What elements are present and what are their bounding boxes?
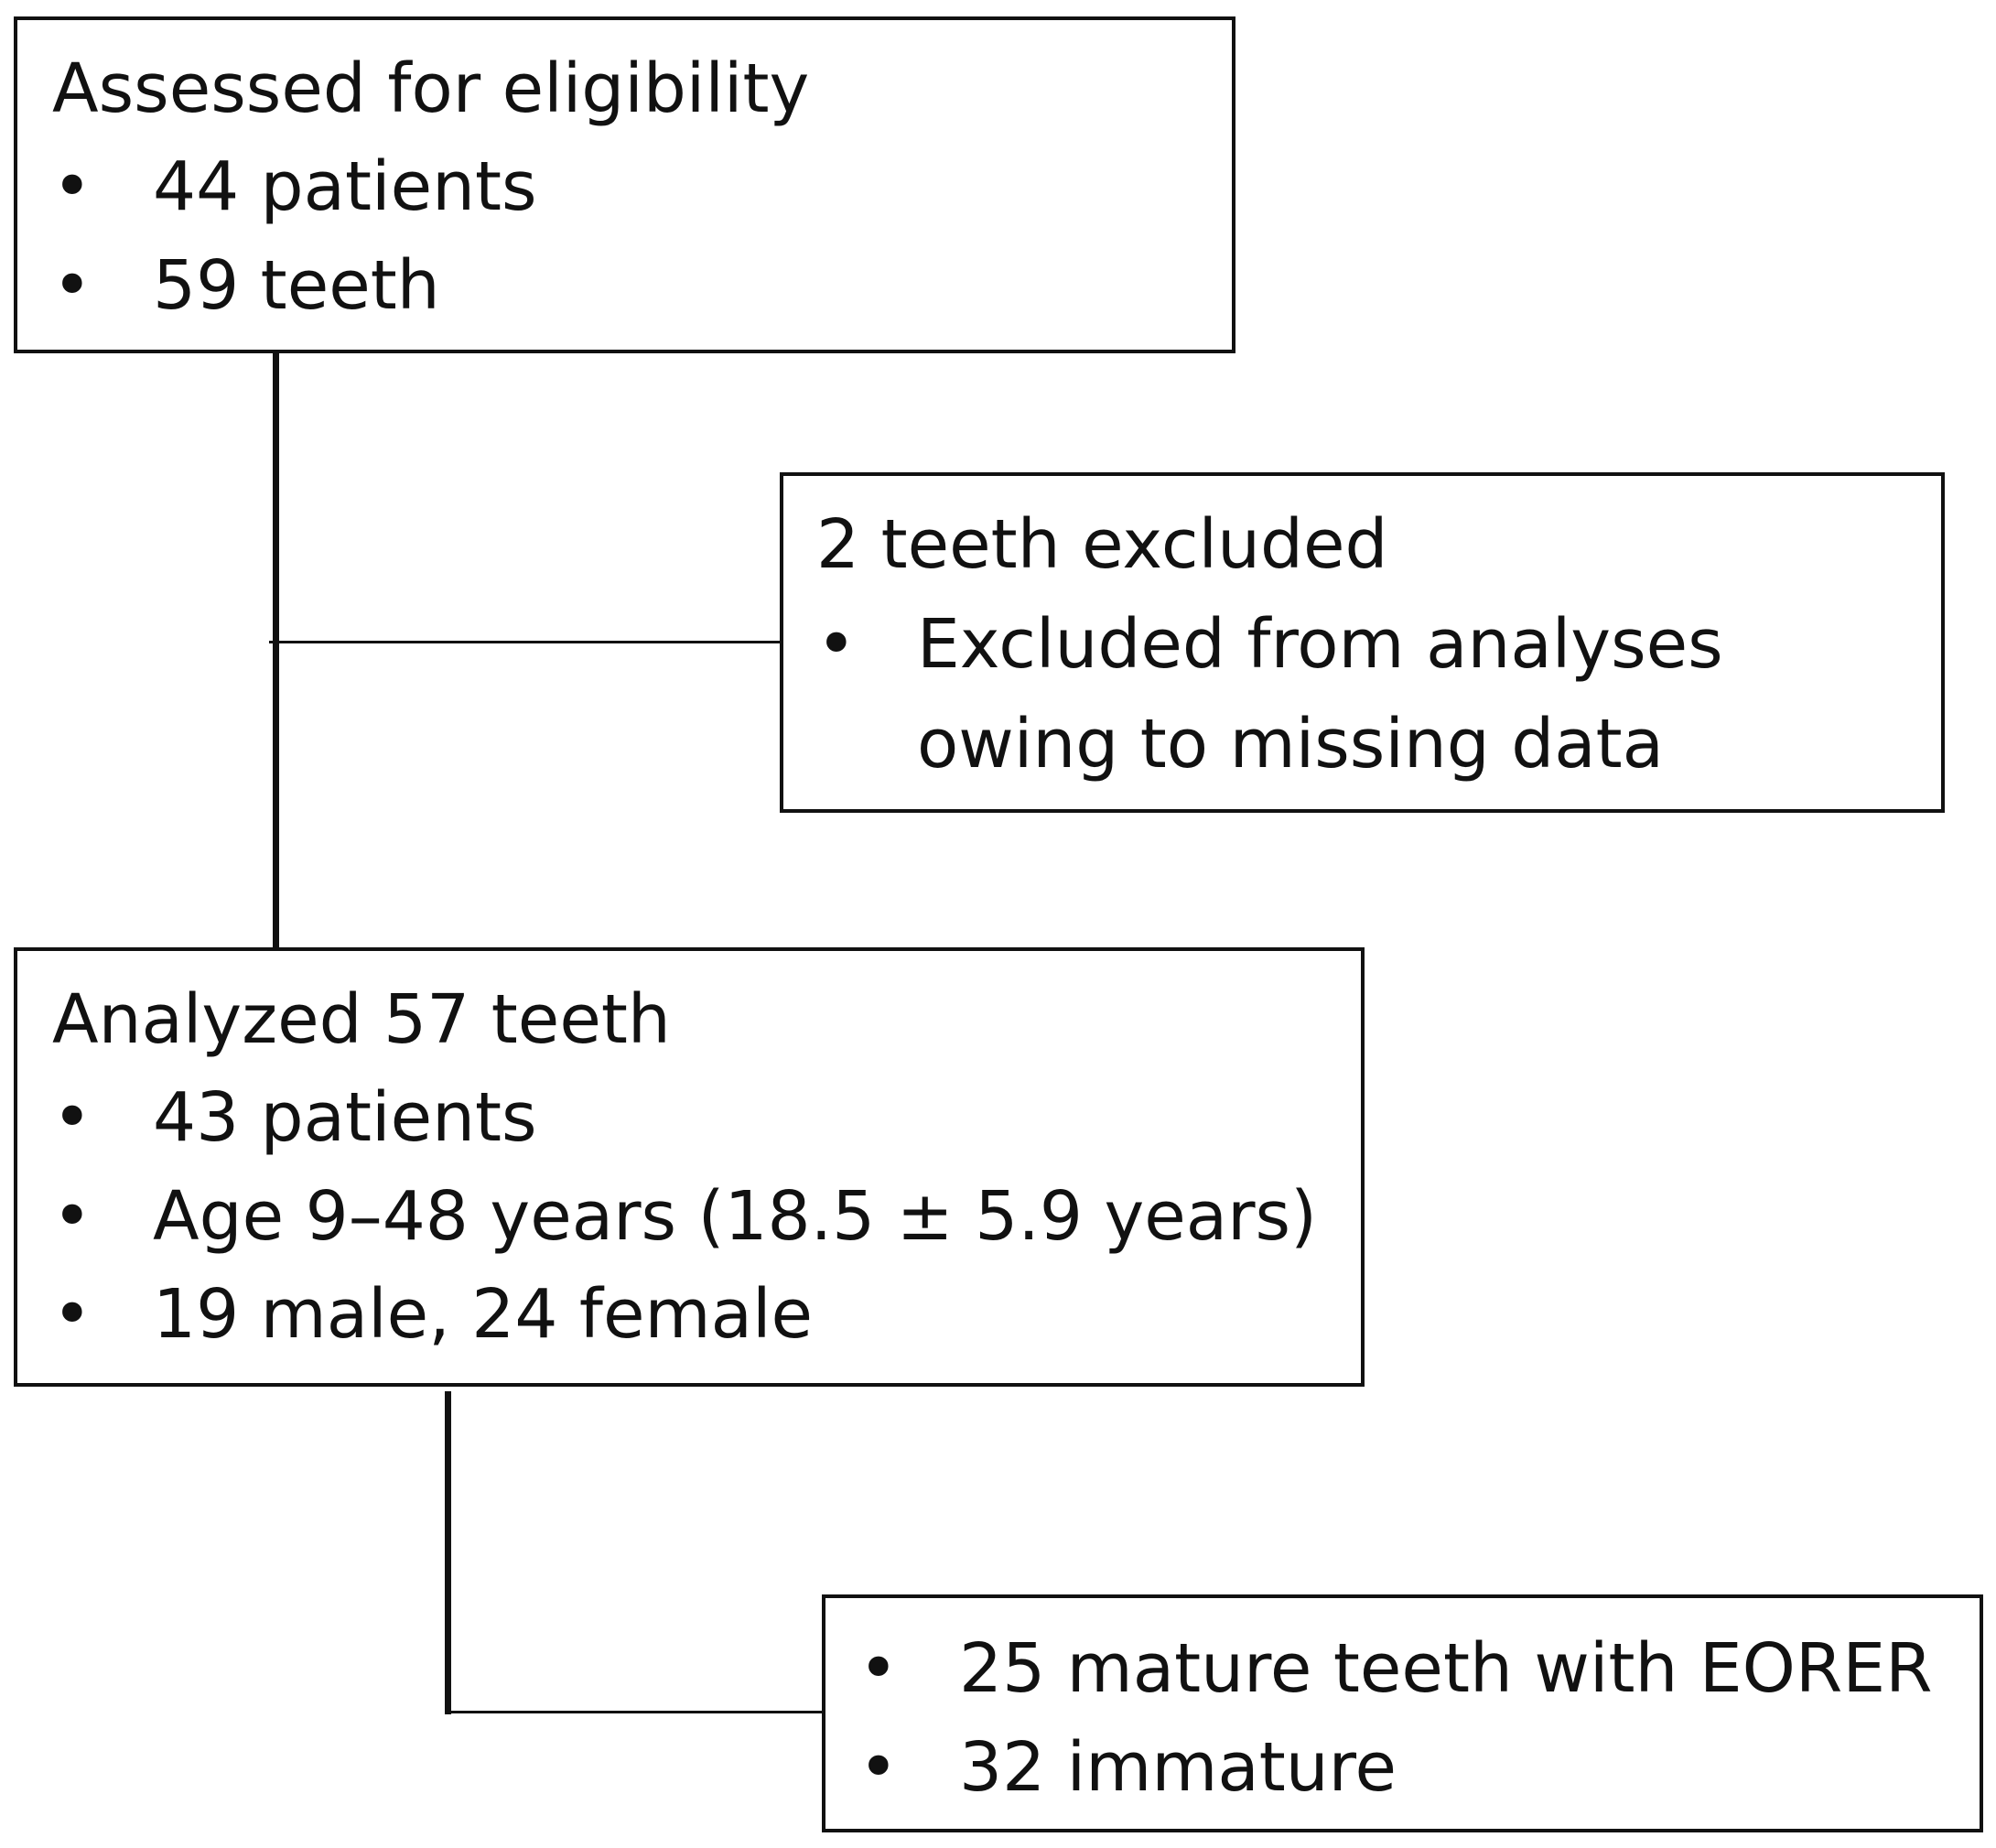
analyzed-box: Analyzed 57 teeth • 43 patients • Age 9–… [14, 947, 1365, 1387]
subgroups-box: • 25 mature teeth with EORER • 32 immatu… [822, 1594, 1983, 1832]
connector-subgroup-horizontal [448, 1711, 822, 1713]
connector-main-vertical [273, 353, 279, 951]
analyzed-title: Analyzed 57 teeth [52, 980, 671, 1059]
connector-exclusion-horizontal [269, 641, 780, 643]
excluded-title: 2 teeth excluded [816, 505, 1388, 584]
assessed-box: Assessed for eligibility • 44 patients •… [14, 16, 1235, 353]
assessed-title: Assessed for eligibility [52, 49, 810, 128]
connector-subgroup-vertical [445, 1391, 451, 1714]
excluded-box: 2 teeth excluded • Excluded from analyse… [780, 472, 1945, 813]
